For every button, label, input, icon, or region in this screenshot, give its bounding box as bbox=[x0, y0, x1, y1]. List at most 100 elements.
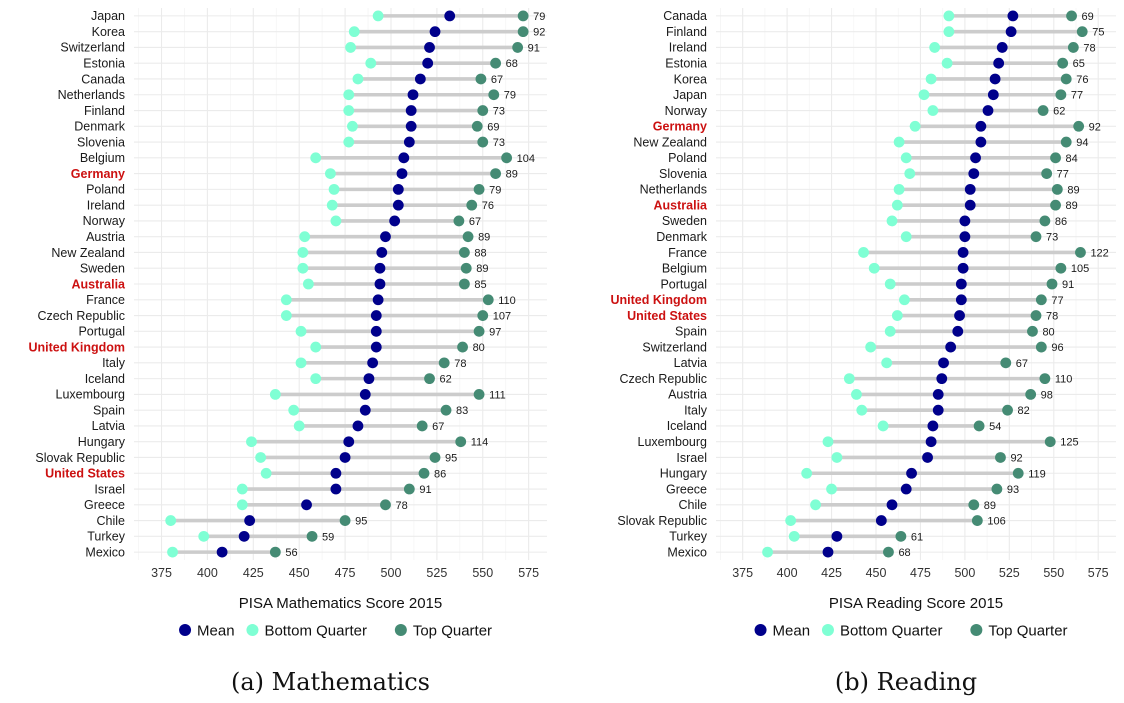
country-label: Slovak Republic bbox=[35, 451, 125, 465]
top-quarter-point bbox=[459, 247, 470, 258]
country-label: Denmark bbox=[74, 120, 125, 134]
gap-label: 73 bbox=[493, 137, 505, 149]
mean-point bbox=[216, 546, 228, 558]
gap-label: 110 bbox=[1055, 374, 1073, 386]
bottom-quarter-point bbox=[295, 357, 307, 369]
bottom-quarter-point bbox=[330, 215, 342, 227]
row-belgium: Belgium 104 bbox=[80, 151, 535, 165]
mean-point bbox=[343, 436, 355, 448]
bottom-quarter-point bbox=[236, 499, 248, 511]
top-quarter-point bbox=[440, 404, 452, 416]
mean-point bbox=[367, 357, 379, 369]
mean-point bbox=[330, 467, 342, 479]
mean-point bbox=[932, 404, 944, 416]
country-label: Slovak Republic bbox=[617, 514, 707, 528]
mean-point bbox=[955, 294, 967, 306]
country-label: Finland bbox=[666, 25, 707, 39]
country-label: Canada bbox=[81, 72, 125, 86]
top-quarter-point bbox=[380, 499, 391, 511]
legend-key-mean bbox=[754, 624, 767, 636]
top-quarter-point bbox=[460, 262, 472, 274]
gap-label: 107 bbox=[493, 311, 511, 323]
country-label: Canada bbox=[663, 9, 707, 23]
row-united-states: United States 78 bbox=[627, 309, 1058, 323]
bottom-quarter-point bbox=[762, 546, 773, 558]
row-belgium: Belgium 105 bbox=[662, 262, 1089, 276]
row-mexico: Mexico 56 bbox=[85, 545, 297, 559]
country-label: Latvia bbox=[92, 419, 125, 433]
top-quarter-point bbox=[1030, 231, 1042, 243]
country-label: Portugal bbox=[660, 277, 707, 291]
gap-label: 114 bbox=[471, 437, 489, 449]
bottom-quarter-point bbox=[904, 168, 916, 180]
mean-point bbox=[936, 373, 948, 385]
row-hungary: Hungary 114 bbox=[78, 435, 489, 449]
top-quarter-point bbox=[424, 373, 435, 385]
row-estonia: Estonia 65 bbox=[665, 57, 1085, 71]
country-label: Italy bbox=[102, 356, 126, 370]
x-tick-label: 400 bbox=[197, 566, 218, 580]
bottom-quarter-point bbox=[255, 452, 267, 463]
row-israel: Israel 91 bbox=[94, 482, 431, 496]
top-quarter-point bbox=[1066, 10, 1077, 22]
bottom-quarter-point bbox=[941, 57, 953, 69]
gap-label: 67 bbox=[469, 216, 481, 228]
bottom-quarter-point bbox=[909, 120, 921, 132]
bottom-quarter-point bbox=[269, 389, 281, 400]
row-sweden: Sweden 89 bbox=[80, 262, 489, 276]
gap-label: 110 bbox=[498, 295, 516, 307]
top-quarter-point bbox=[403, 483, 415, 495]
gap-label: 77 bbox=[1057, 169, 1069, 181]
mean-point bbox=[900, 483, 912, 495]
row-turkey: Turkey 59 bbox=[87, 530, 334, 544]
row-luxembourg: Luxembourg 125 bbox=[638, 435, 1079, 449]
bottom-quarter-point bbox=[865, 341, 877, 353]
x-tick-label: 375 bbox=[151, 566, 172, 580]
country-label: Luxembourg bbox=[56, 388, 126, 402]
gap-label: 92 bbox=[1010, 452, 1022, 464]
country-label: Hungary bbox=[660, 467, 708, 481]
gap-label: 106 bbox=[987, 516, 1005, 528]
gap-label: 93 bbox=[1007, 484, 1019, 496]
legend-key-top-quarter bbox=[394, 624, 407, 636]
row-united-kingdom: United Kingdom 77 bbox=[610, 293, 1063, 307]
bottom-quarter-point bbox=[788, 530, 800, 542]
x-tick-label: 450 bbox=[866, 566, 887, 580]
top-quarter-point bbox=[1073, 120, 1085, 132]
row-poland: Poland 79 bbox=[86, 183, 501, 197]
gap-label: 95 bbox=[445, 452, 457, 464]
country-label: Norway bbox=[83, 214, 126, 228]
mean-point bbox=[374, 262, 386, 274]
legend-key-bottom-quarter bbox=[821, 624, 834, 636]
row-iceland: Iceland 54 bbox=[667, 419, 1002, 433]
row-greece: Greece 93 bbox=[666, 482, 1019, 496]
bottom-quarter-point bbox=[929, 42, 941, 53]
bottom-quarter-point bbox=[843, 373, 855, 385]
country-label: Poland bbox=[668, 151, 707, 165]
row-canada: Canada 69 bbox=[663, 9, 1094, 23]
bottom-quarter-point bbox=[293, 420, 305, 432]
mean-point bbox=[392, 183, 404, 195]
top-quarter-point bbox=[991, 483, 1003, 495]
top-quarter-point bbox=[438, 357, 450, 369]
country-label: Iceland bbox=[85, 372, 125, 386]
gap-label: 88 bbox=[474, 247, 486, 259]
top-quarter-point bbox=[1025, 389, 1037, 400]
legend: Mean Bottom Quarter Top Quarter bbox=[754, 622, 1068, 639]
mean-point bbox=[398, 152, 410, 164]
mean-point bbox=[927, 420, 939, 432]
bottom-quarter-point bbox=[165, 515, 177, 526]
mean-point bbox=[957, 262, 969, 274]
country-label: New Zealand bbox=[633, 135, 707, 149]
gap-label: 89 bbox=[1067, 184, 1079, 196]
row-new-zealand: New Zealand 94 bbox=[633, 135, 1088, 149]
top-quarter-point bbox=[462, 231, 474, 243]
country-label: Belgium bbox=[80, 151, 125, 165]
mean-point bbox=[932, 389, 944, 400]
top-quarter-point bbox=[490, 168, 502, 180]
gap-label: 89 bbox=[476, 263, 488, 275]
gap-label: 62 bbox=[1053, 106, 1065, 118]
country-label: Czech Republic bbox=[619, 372, 707, 386]
gap-label: 119 bbox=[1028, 468, 1046, 480]
gap-label: 78 bbox=[395, 500, 407, 512]
